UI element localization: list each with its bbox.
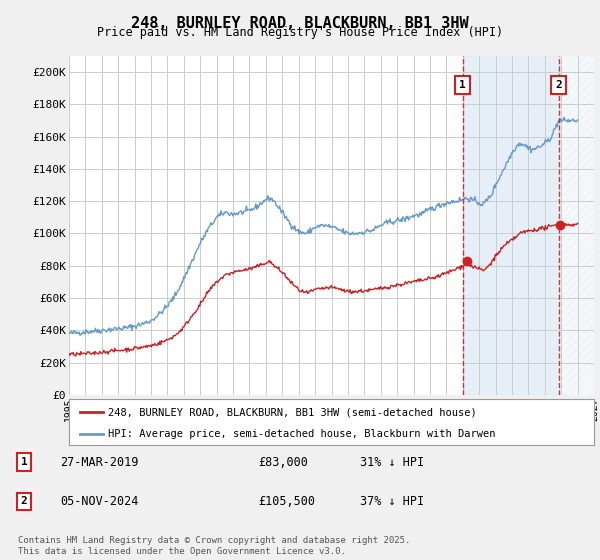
Text: 31% ↓ HPI: 31% ↓ HPI (360, 455, 424, 469)
Text: 05-NOV-2024: 05-NOV-2024 (60, 494, 139, 508)
Text: 248, BURNLEY ROAD, BLACKBURN, BB1 3HW (semi-detached house): 248, BURNLEY ROAD, BLACKBURN, BB1 3HW (s… (109, 407, 477, 417)
Text: 2: 2 (20, 496, 28, 506)
Text: HPI: Average price, semi-detached house, Blackburn with Darwen: HPI: Average price, semi-detached house,… (109, 429, 496, 438)
Text: 37% ↓ HPI: 37% ↓ HPI (360, 494, 424, 508)
Text: 248, BURNLEY ROAD, BLACKBURN, BB1 3HW: 248, BURNLEY ROAD, BLACKBURN, BB1 3HW (131, 16, 469, 31)
Text: 27-MAR-2019: 27-MAR-2019 (60, 455, 139, 469)
Text: 2: 2 (556, 80, 562, 90)
Bar (463, 56, 559, 395)
Text: £105,500: £105,500 (258, 494, 315, 508)
Bar (559, 56, 594, 395)
Text: £83,000: £83,000 (258, 455, 308, 469)
Text: 1: 1 (460, 80, 466, 90)
Text: Price paid vs. HM Land Registry's House Price Index (HPI): Price paid vs. HM Land Registry's House … (97, 26, 503, 39)
Text: Contains HM Land Registry data © Crown copyright and database right 2025.
This d: Contains HM Land Registry data © Crown c… (18, 536, 410, 556)
Text: 1: 1 (20, 457, 28, 467)
